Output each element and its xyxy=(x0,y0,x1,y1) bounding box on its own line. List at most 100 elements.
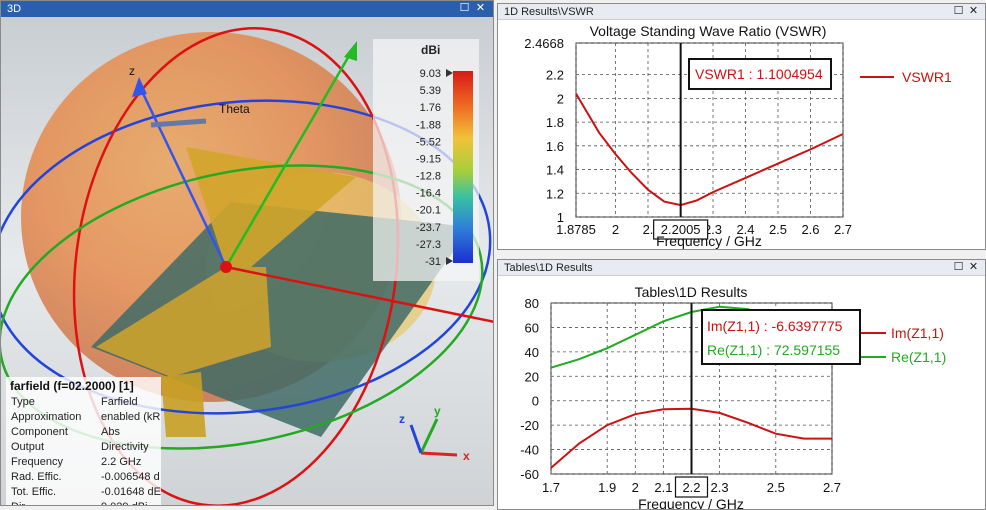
chart-title: Voltage Standing Wave Ratio (VSWR) xyxy=(590,23,827,39)
impedance-chart[interactable]: Tables\1D Results 1.7 1.9 2 2.1 2.3 2.5 2.7 80 60… xyxy=(498,276,986,510)
x-tick-label: 2.7 xyxy=(823,480,841,495)
marker-readout-box xyxy=(688,58,832,90)
y-tick-label: 1 xyxy=(557,210,564,225)
marker-readout-box xyxy=(701,309,861,365)
farfield-info-row: Tot. Effic. -0.01648 dE xyxy=(9,485,161,500)
farfield-info-value: Farfield xyxy=(101,396,138,408)
close-icon[interactable]: ✕ xyxy=(475,2,486,14)
colorbar-tick-label: -27.3 xyxy=(416,239,441,251)
legend-label: Im(Z1,1) xyxy=(891,325,944,341)
triad-x-axis xyxy=(420,451,458,457)
y-tick-label: 1.4 xyxy=(546,163,564,178)
colorbar-gradient xyxy=(453,71,473,263)
close-icon[interactable]: ✕ xyxy=(968,261,979,273)
panel-vswr-title: 1D Results\VSWR xyxy=(504,6,594,18)
marker-label: 2.2 xyxy=(682,480,700,495)
panel-3d-titlebar[interactable]: 3D ☐ ✕ xyxy=(1,1,493,17)
triad-y-axis xyxy=(419,418,439,454)
triad-y-label: y xyxy=(434,404,441,418)
farfield-info-row: Component Abs xyxy=(9,425,161,440)
farfield-info-key: Component xyxy=(11,426,68,438)
theta-arrow xyxy=(150,118,207,128)
x-axis-label: Frequency / GHz xyxy=(638,496,744,510)
colorbar-unit: dBi xyxy=(421,43,440,57)
panel-tables: Tables\1D Results ☐ ✕ Tables\1D Results 1… xyxy=(497,259,986,510)
farfield-info-value: enabled (kR xyxy=(101,411,161,423)
vswr-plot-area[interactable]: Voltage Standing Wave Ratio (VSWR) 1.8785… xyxy=(498,20,985,249)
y-tick-label: -40 xyxy=(520,443,539,458)
x-tick-label: 2 xyxy=(612,222,619,237)
colorbar-legend: dBi 9.03 5.39 1.76 -1.88 -5.52 -9.15 -12.8 -16.… xyxy=(373,39,479,281)
z-axis-label: z xyxy=(129,64,135,78)
y-tick-label: 40 xyxy=(525,345,539,360)
colorbar-bottom-marker-icon xyxy=(446,257,453,265)
panel-vswr: 1D Results\VSWR ☐ ✕ Voltage Standing Wav… xyxy=(497,3,986,250)
x-axis-label: Frequency / GHz xyxy=(656,233,762,249)
farfield-info-row: Type Farfield xyxy=(9,395,161,410)
colorbar-tick-label: 5.39 xyxy=(420,85,441,97)
panel-vswr-titlebar[interactable]: 1D Results\VSWR ☐ ✕ xyxy=(498,4,985,20)
colorbar-tick-label: 1.76 xyxy=(420,102,441,114)
x-tick-label: 2.6 xyxy=(801,222,819,237)
farfield-info-key: Tot. Effic. xyxy=(11,486,57,498)
panel-tables-titlebar[interactable]: Tables\1D Results ☐ ✕ xyxy=(498,260,985,276)
marker-label-box[interactable] xyxy=(653,219,709,240)
antenna-patch xyxy=(186,147,356,267)
farfield-info-key: Type xyxy=(11,396,35,408)
colorbar-tick-label: -31 xyxy=(425,256,441,268)
farfield-info-row: Frequency 2.2 GHz xyxy=(9,455,161,470)
viewport-3d[interactable]: z Theta x y z xyxy=(1,17,493,505)
close-icon[interactable]: ✕ xyxy=(968,5,979,17)
x-tick-label: 2. xyxy=(643,222,654,237)
colorbar-tick-label: -16.4 xyxy=(416,188,441,200)
maximize-icon[interactable]: ☐ xyxy=(953,5,964,17)
phi-circle xyxy=(1,99,492,415)
antenna-feed xyxy=(161,372,206,437)
y-tick-label: -20 xyxy=(520,418,539,433)
y-tick-label: 1.2 xyxy=(546,186,564,201)
colorbar-tick-label: -23.7 xyxy=(416,222,441,234)
y-tick-label: 2 xyxy=(557,91,564,106)
y-tick-label: 2.4668 xyxy=(524,36,564,51)
farfield-info-value: Abs xyxy=(101,426,120,438)
x-tick-label: 1.8785 xyxy=(556,222,596,237)
maximize-icon[interactable]: ☐ xyxy=(459,2,470,14)
farfield-info-header: farfield (f=02.2000) [1] xyxy=(10,379,134,393)
x-tick-label: 2.3 xyxy=(711,480,729,495)
farfield-info-value: 9.029 dBi xyxy=(99,500,161,505)
maximize-icon[interactable]: ☐ xyxy=(953,261,964,273)
y-tick-label: -60 xyxy=(520,467,539,482)
y-tick-label: 60 xyxy=(525,320,539,335)
legend-label: Re(Z1,1) xyxy=(891,349,946,365)
farfield-info-key: Frequency xyxy=(11,456,63,468)
triad-z-label: z xyxy=(399,412,405,426)
colorbar-tick-label: -1.88 xyxy=(416,119,441,131)
y-tick-label: 1.6 xyxy=(546,139,564,154)
x-tick-label: 2.5 xyxy=(767,480,785,495)
farfield-info-value: 2.2 GHz xyxy=(101,456,142,468)
theta-circle-red xyxy=(72,27,400,505)
z-axis xyxy=(137,84,228,268)
x-tick-label: 2.7 xyxy=(834,222,852,237)
vswr-chart[interactable]: Voltage Standing Wave Ratio (VSWR) 1.8785… xyxy=(498,20,986,250)
farfield-info-panel: farfield (f=02.2000) [1] Type Farfield App… xyxy=(6,377,161,505)
marker-label-box[interactable] xyxy=(674,476,709,498)
y-tick-label: 0 xyxy=(532,394,539,409)
marker-label: 2.2005 xyxy=(661,222,701,237)
farfield-info-row: Dir.9.029 dBi xyxy=(9,500,161,505)
farfield-info-value: -0.006548 d xyxy=(101,471,160,483)
colorbar-tick-label: 9.03 xyxy=(420,68,441,80)
panel-tables-title: Tables\1D Results xyxy=(504,262,593,274)
colorbar: dBi 9.03 5.39 1.76 -1.88 -5.52 -9.15 -12.8 -16.… xyxy=(416,43,473,268)
marker-readout: Im(Z1,1) : -6.6397775 xyxy=(707,318,843,334)
tables-plot-area[interactable]: Tables\1D Results 1.7 1.9 2 2.1 2.3 2.5 2.7 80 60… xyxy=(498,276,985,509)
origin-marker xyxy=(220,261,232,273)
colorbar-tick-label: -5.52 xyxy=(416,136,441,148)
z-axis-arrow-icon xyxy=(132,77,147,97)
theta-label: Theta xyxy=(219,102,250,116)
chart-title: Tables\1D Results xyxy=(635,284,748,300)
antenna-patch-lower xyxy=(96,267,271,377)
green-axis xyxy=(224,48,355,268)
x-tick-label: 2.1 xyxy=(654,480,672,495)
red-axis xyxy=(225,265,493,323)
